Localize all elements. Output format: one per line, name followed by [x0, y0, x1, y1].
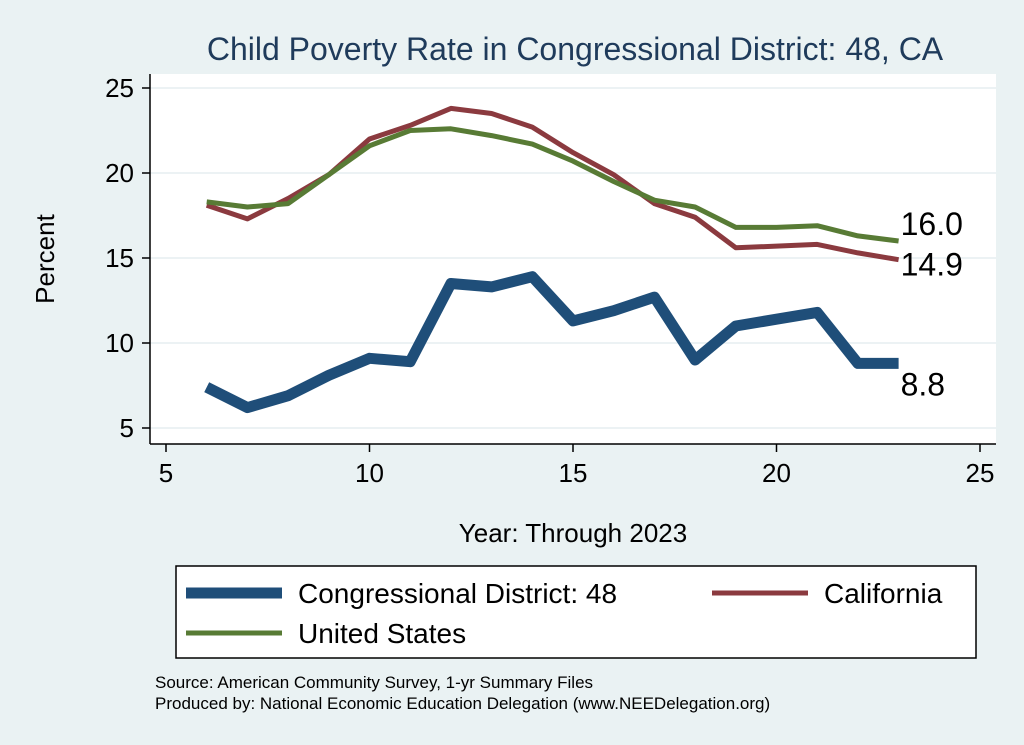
axes: 5 10 15 20 25 5 10 15 20 25 — [105, 73, 996, 488]
end-label-california: 14.9 — [901, 247, 963, 283]
y-tick-label-4: 25 — [105, 73, 134, 103]
end-label-congressional-district: 8.8 — [901, 366, 945, 402]
series-line-congressional-district — [204, 271, 899, 414]
source-line-1: Source: American Community Survey, 1-yr … — [155, 673, 593, 692]
gridlines — [150, 87, 996, 429]
legend-label-congressional-district: Congressional District: 48 — [298, 578, 617, 609]
x-tick-label-1: 10 — [355, 458, 384, 488]
legend-label-california: California — [824, 578, 943, 609]
x-axis-label: Year: Through 2023 — [459, 518, 687, 548]
legend-label-united-states: United States — [298, 618, 466, 649]
x-tick-label-0: 5 — [159, 458, 173, 488]
x-tick-label-2: 15 — [559, 458, 588, 488]
legend-box — [175, 565, 977, 659]
end-label-united-states: 16.0 — [901, 206, 963, 242]
y-tick-label-1: 10 — [105, 328, 134, 358]
y-tick-label-0: 5 — [120, 413, 134, 443]
series-lines — [204, 105, 900, 414]
x-tick-label-4: 25 — [966, 458, 995, 488]
chart-title: Child Poverty Rate in Congressional Dist… — [207, 31, 944, 67]
plot-area — [150, 74, 996, 444]
legend: Congressional District: 48 California Unit… — [186, 578, 943, 649]
source-line-2: Produced by: National Economic Education… — [155, 694, 770, 713]
x-tick-label-3: 20 — [762, 458, 791, 488]
end-labels: 8.8 14.9 16.0 — [901, 206, 963, 402]
series-line-united-states — [206, 126, 899, 244]
y-axis-label: Percent — [30, 213, 60, 303]
y-tick-label-2: 15 — [105, 243, 134, 273]
y-tick-label-3: 20 — [105, 158, 134, 188]
